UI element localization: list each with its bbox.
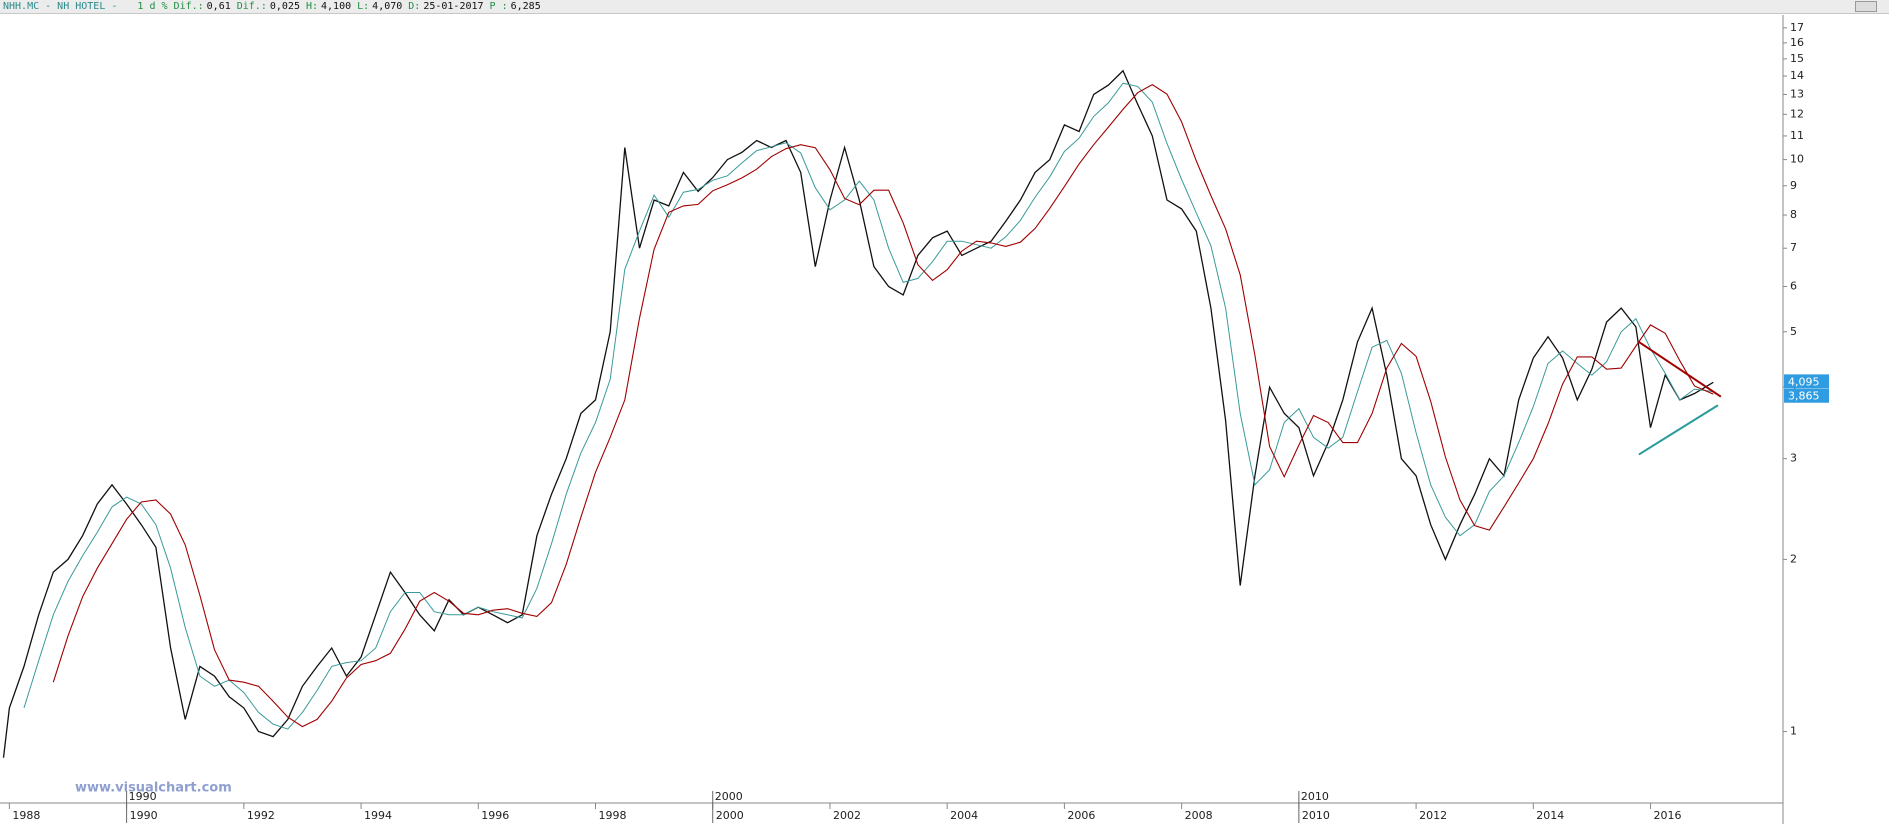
field-value: 4,070 <box>372 1 403 12</box>
trendline <box>1638 341 1722 398</box>
x-tick-label: 1992 <box>247 809 275 822</box>
trendline <box>1638 404 1719 456</box>
x-tick-label: 2004 <box>950 809 978 822</box>
y-tick-label: 13 <box>1790 87 1804 100</box>
y-tick-label: 7 <box>1790 241 1797 254</box>
y-tick-label: 2 <box>1790 552 1797 565</box>
field-value: 0,61 <box>206 1 231 12</box>
x-tick-label: 2006 <box>1067 809 1095 822</box>
symbol: NHH.MC - NH HOTEL - <box>3 1 118 12</box>
x-tick-label: 2016 <box>1654 809 1682 822</box>
y-tick-label: 15 <box>1790 52 1804 65</box>
field-value: 0,025 <box>269 1 300 12</box>
y-tick-label: 16 <box>1790 36 1804 49</box>
y-tick-label: 1 <box>1790 725 1797 738</box>
y-tick-label: 11 <box>1790 129 1804 142</box>
field-value: 4,100 <box>321 1 352 12</box>
y-tick-label: 5 <box>1790 325 1797 338</box>
decade-label: 2000 <box>715 790 743 803</box>
price-line <box>2 69 1714 758</box>
x-tick-label: 2000 <box>716 809 744 822</box>
field-value: 6,285 <box>510 1 541 12</box>
price-marker <box>1784 374 1829 389</box>
field-label: Dif.: <box>236 1 267 12</box>
y-tick-label: 6 <box>1790 279 1797 292</box>
y-tick-label: 14 <box>1790 69 1804 82</box>
y-tick-label: 17 <box>1790 21 1804 34</box>
price-line <box>52 84 1714 728</box>
y-tick-label: 3 <box>1790 452 1797 465</box>
x-tick-label: 2014 <box>1536 809 1564 822</box>
decade-label: 2010 <box>1301 790 1329 803</box>
field-label: 1 d % Dif.: <box>137 1 204 12</box>
field-label: L: <box>357 1 370 12</box>
x-tick-label: 2008 <box>1185 809 1213 822</box>
watermark: www.visualchart.com <box>75 781 232 796</box>
x-tick-label: 1990 <box>130 809 158 822</box>
x-tick-label: 2012 <box>1419 809 1447 822</box>
price-marker-label: 3,865 <box>1788 390 1820 403</box>
field-label: P : <box>489 1 508 12</box>
price-marker-label: 4,095 <box>1788 375 1820 388</box>
y-tick-label: 12 <box>1790 107 1804 120</box>
x-tick-label: 2010 <box>1302 809 1330 822</box>
header-bar: NHH.MC - NH HOTEL - 1 d % Dif.: 0,61 Dif.:… <box>0 0 1889 14</box>
x-tick-label: 1988 <box>12 809 40 822</box>
window-button[interactable] <box>1855 1 1877 12</box>
field-label: D: <box>408 1 421 12</box>
field-label: H: <box>305 1 319 12</box>
x-tick-label: 2002 <box>833 809 861 822</box>
x-tick-label: 1998 <box>599 809 627 822</box>
price-marker <box>1784 388 1829 403</box>
decade-label: 1990 <box>129 790 157 803</box>
y-tick-label: 10 <box>1790 153 1804 166</box>
y-tick-label: 8 <box>1790 208 1797 221</box>
price-line <box>23 82 1714 730</box>
x-tick-label: 1994 <box>364 809 392 822</box>
y-tick-label: 9 <box>1790 179 1797 192</box>
field-value: 25-01-2017 <box>423 1 484 12</box>
x-tick-label: 1996 <box>481 809 509 822</box>
